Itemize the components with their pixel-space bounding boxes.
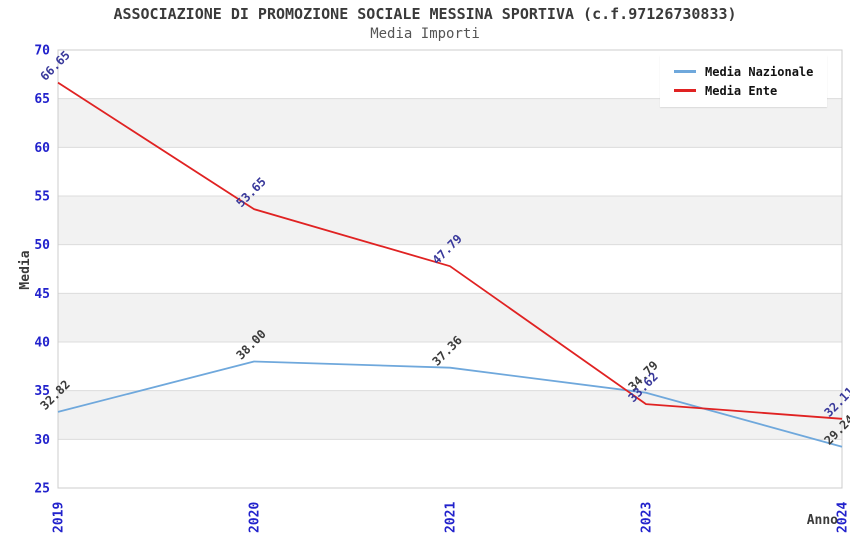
legend-item-media-nazionale: Media Nazionale bbox=[674, 62, 813, 81]
y-tick-label: 35 bbox=[34, 384, 50, 399]
series-line-media-ente bbox=[57, 81, 843, 420]
chart-subtitle: Media Importi bbox=[370, 26, 480, 42]
x-tick-label: 2024 bbox=[836, 502, 850, 533]
x-tick-label: 2023 bbox=[640, 502, 655, 533]
y-tick-label: 25 bbox=[34, 482, 50, 497]
plot-band bbox=[58, 196, 842, 245]
y-axis-title: Media bbox=[18, 250, 33, 289]
chart-title: ASSOCIAZIONE DI PROMOZIONE SOCIALE MESSI… bbox=[113, 5, 737, 23]
series-line-media-nazionale bbox=[57, 360, 843, 448]
y-tick-label: 65 bbox=[34, 92, 50, 107]
y-tick-label: 70 bbox=[34, 44, 50, 59]
plot-border bbox=[57, 49, 843, 489]
x-tick-label: 2021 bbox=[444, 502, 459, 533]
plot-band bbox=[58, 390, 842, 440]
legend-label-media-nazionale: Media Nazionale bbox=[705, 64, 814, 79]
x-axis-title: Anno bbox=[807, 513, 838, 528]
x-tick-label: 2020 bbox=[248, 502, 263, 533]
y-tick-label: 40 bbox=[34, 336, 50, 351]
y-tick-label: 60 bbox=[34, 141, 50, 156]
y-tick-label: 55 bbox=[34, 190, 50, 205]
legend-swatch-media-nazionale bbox=[674, 70, 696, 73]
legend: Media Nazionale Media Ente bbox=[660, 55, 828, 107]
legend-item-media-ente: Media Ente bbox=[674, 81, 813, 100]
plot-band bbox=[58, 293, 842, 342]
y-tick-label: 45 bbox=[34, 287, 50, 302]
y-tick-label: 30 bbox=[34, 433, 50, 448]
legend-swatch-media-ente bbox=[674, 89, 696, 92]
legend-label-media-ente: Media Ente bbox=[705, 83, 778, 98]
x-tick-label: 2019 bbox=[52, 502, 67, 533]
y-tick-label: 50 bbox=[34, 238, 50, 253]
